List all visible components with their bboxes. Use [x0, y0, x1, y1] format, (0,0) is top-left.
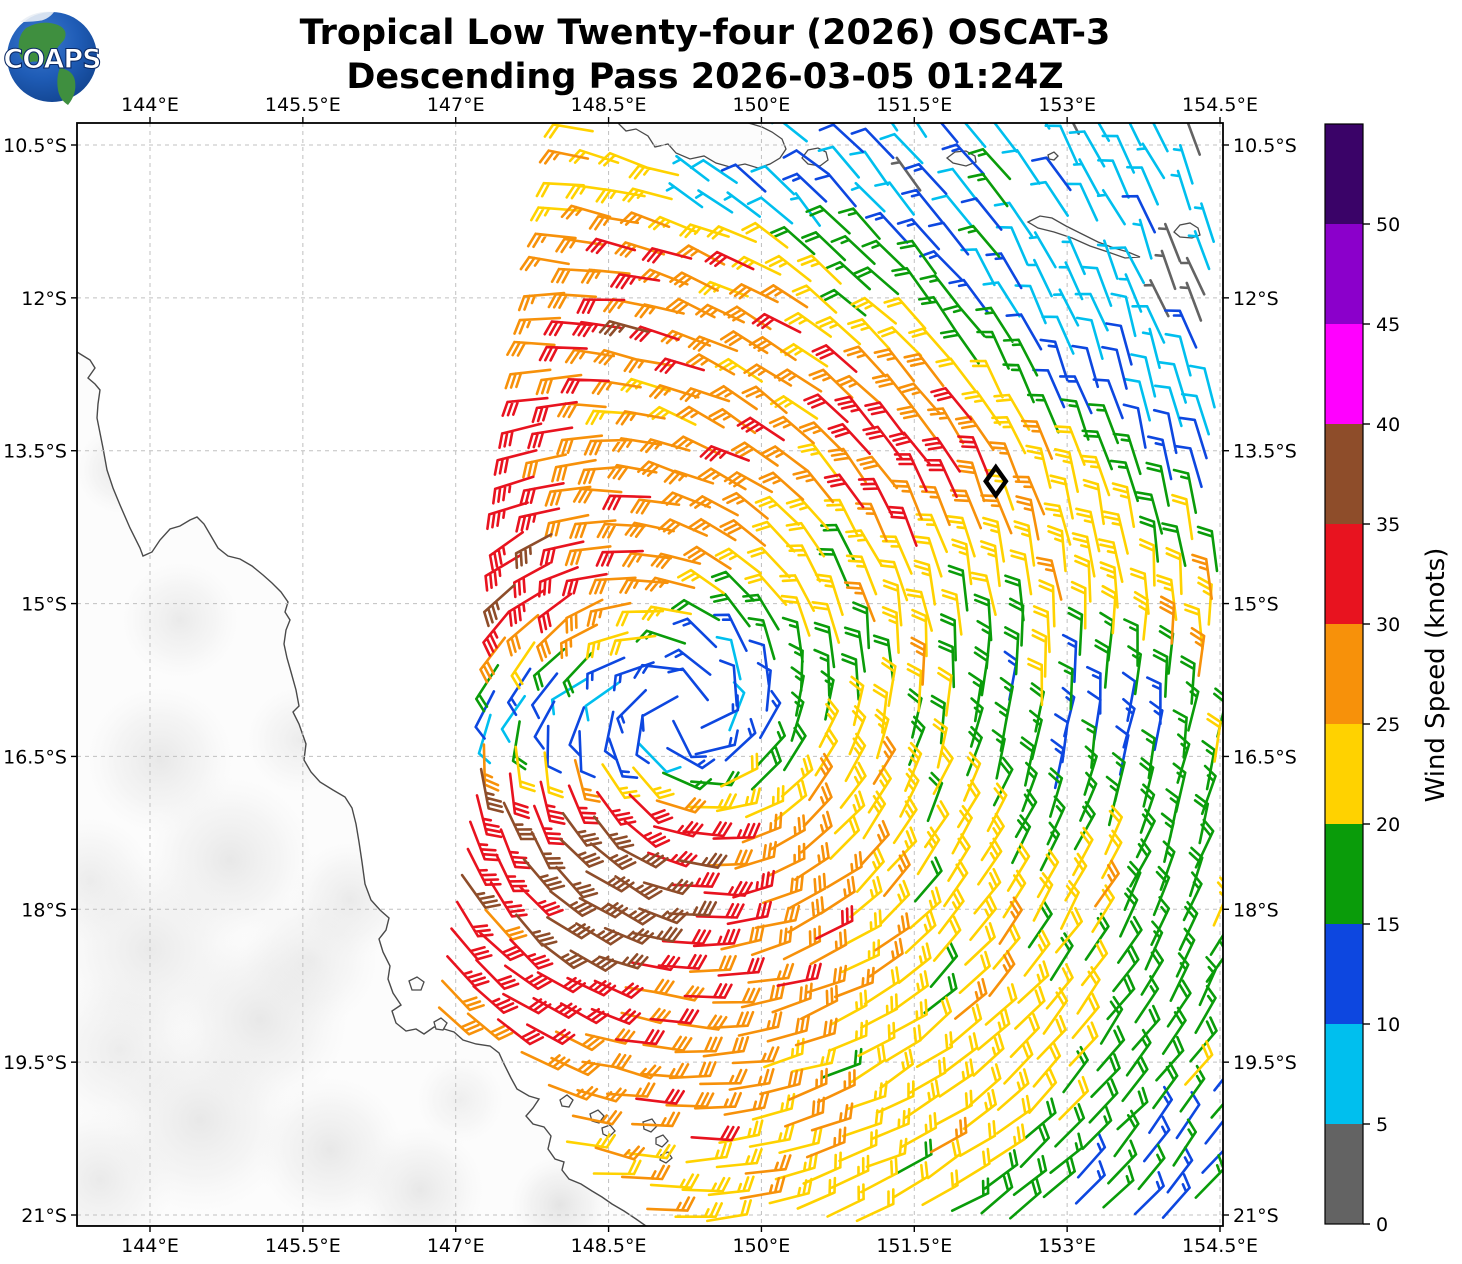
wind-barbs-15-20kt — [475, 147, 1223, 1220]
y-tick-label-right: 13.5°S — [1233, 441, 1297, 463]
terrain-blob — [245, 685, 355, 795]
colorbar-band-5-10 — [1325, 1024, 1363, 1124]
x-tick-label-bottom: 147°E — [427, 1235, 485, 1257]
wind-barbs-35-40kt — [460, 320, 728, 972]
x-tick-label-top: 154.5°E — [1182, 94, 1258, 116]
globe-continent-south — [57, 68, 76, 105]
y-tick-label-right: 18°S — [1233, 899, 1279, 921]
colorbar-tick-label: 50 — [1376, 214, 1400, 236]
x-tick-label-top: 144°E — [121, 94, 179, 116]
island — [945, 150, 977, 167]
terrain-blob — [415, 1055, 505, 1145]
colorbar-band-25-30 — [1325, 624, 1363, 724]
colorbar-band-30-35 — [1325, 524, 1363, 624]
y-tick-label-right: 12°S — [1233, 288, 1279, 310]
globe-cloud — [20, 11, 54, 22]
wind-barbs-10-15kt — [474, 123, 1223, 1219]
island — [408, 976, 425, 991]
terrain-blob — [120, 560, 240, 680]
coaps-logo: COAPS — [3, 11, 102, 105]
terrain-blob — [240, 890, 380, 1030]
x-tick-label-top: 150°E — [733, 94, 791, 116]
y-tick-label-left: 18°S — [21, 899, 67, 921]
y-tick-label-left: 19.5°S — [3, 1052, 67, 1074]
y-tick-label-left: 13.5°S — [3, 441, 67, 463]
colorbar-band-20-25 — [1325, 724, 1363, 824]
terrain-blob — [77, 1105, 175, 1226]
y-tick-label-right: 10.5°S — [1233, 135, 1297, 157]
colorbar-band-15-20 — [1325, 824, 1363, 924]
y-tick-label-left: 10.5°S — [3, 135, 67, 157]
colorbar-tick-label: 30 — [1376, 614, 1400, 636]
island — [559, 1094, 574, 1108]
x-tick-label-top: 148.5°E — [571, 94, 647, 116]
x-tick-label-top: 153°E — [1038, 94, 1096, 116]
island — [1047, 151, 1059, 161]
wind-barbs-5-10kt — [477, 123, 1216, 774]
island — [801, 147, 829, 167]
colorbar-tick-label: 35 — [1376, 514, 1400, 536]
wind-barbs-0-5kt — [890, 123, 1206, 322]
terrain-blob — [355, 1125, 485, 1226]
colorbar-tick-label: 20 — [1376, 814, 1400, 836]
colorbar-outline — [1324, 123, 1364, 1225]
x-tick-label-bottom: 144°E — [121, 1235, 179, 1257]
terrain-shading — [77, 425, 610, 1226]
map-frame — [76, 122, 1224, 1227]
wind-barbs-30-35kt — [446, 237, 990, 1142]
terrain-blob — [77, 970, 200, 1130]
wind-barb-layer — [437, 123, 1223, 1223]
storm-position-marker — [983, 463, 1009, 500]
globe-continent-north — [18, 22, 66, 67]
y-tick-label-right: 19.5°S — [1233, 1052, 1297, 1074]
colorbar-tick-label: 40 — [1376, 414, 1400, 436]
y-tick-label-left: 16.5°S — [3, 746, 67, 768]
y-tick-label-right: 15°S — [1233, 594, 1279, 616]
y-tick-label-right: 16.5°S — [1233, 746, 1297, 768]
x-tick-label-top: 145.5°E — [265, 94, 341, 116]
colorbar-band-35-40 — [1325, 424, 1363, 524]
x-tick-label-top: 147°E — [427, 94, 485, 116]
colorbar-band-40-45 — [1325, 324, 1363, 424]
colorbar-tick-label: 0 — [1376, 1214, 1388, 1236]
x-tick-label-bottom: 150°E — [733, 1235, 791, 1257]
colorbar-band-0-5 — [1325, 1124, 1363, 1224]
colorbar-tick-label: 45 — [1376, 314, 1400, 336]
x-tick-label-bottom: 148.5°E — [571, 1235, 647, 1257]
terrain-blob — [77, 815, 155, 945]
page-title: Tropical Low Twenty-four (2026) OSCAT-3 — [300, 13, 1111, 53]
x-tick-label-top: 151.5°E — [876, 94, 952, 116]
colorbar-band-45-50 — [1325, 224, 1363, 324]
island — [1173, 222, 1201, 239]
colorbar-band-10-15 — [1325, 924, 1363, 1024]
land-layer — [77, 123, 1201, 1226]
x-tick-label-bottom: 153°E — [1038, 1235, 1096, 1257]
coastline — [77, 351, 648, 1226]
y-tick-label-left: 12°S — [21, 288, 67, 310]
x-tick-label-bottom: 151.5°E — [876, 1235, 952, 1257]
page-subtitle: Descending Pass 2026-03-05 01:24Z — [346, 57, 1063, 97]
y-tick-label-right: 21°S — [1233, 1205, 1279, 1227]
island — [655, 1134, 669, 1148]
colorbar-band-50-55 — [1325, 124, 1363, 224]
island — [433, 1017, 448, 1031]
colorbar-axis-label: Wind Speed (knots) — [1421, 548, 1451, 803]
colorbar-tick-label: 5 — [1376, 1114, 1388, 1136]
wind-barbs-25-30kt — [437, 149, 1213, 1212]
terrain-blob — [77, 425, 165, 515]
colorbar-tick-label: 10 — [1376, 1014, 1400, 1036]
x-tick-label-bottom: 154.5°E — [1182, 1235, 1258, 1257]
y-tick-label-left: 21°S — [21, 1205, 67, 1227]
y-tick-label-left: 15°S — [21, 594, 67, 616]
colorbar-tick-label: 15 — [1376, 914, 1400, 936]
map-panel: 144°E 144°E 145.5°E 145.5°E 147°E 147°E 148.5°… — [3, 94, 1297, 1257]
colorbar-tick-label: 25 — [1376, 714, 1400, 736]
wind-barbs-20-25kt — [510, 123, 1223, 1223]
colorbar: 0 5 10 15 20 25 30 35 40 45 50 — [1324, 123, 1400, 1236]
logo-text: COAPS — [3, 44, 100, 75]
x-tick-label-bottom: 145.5°E — [265, 1235, 341, 1257]
